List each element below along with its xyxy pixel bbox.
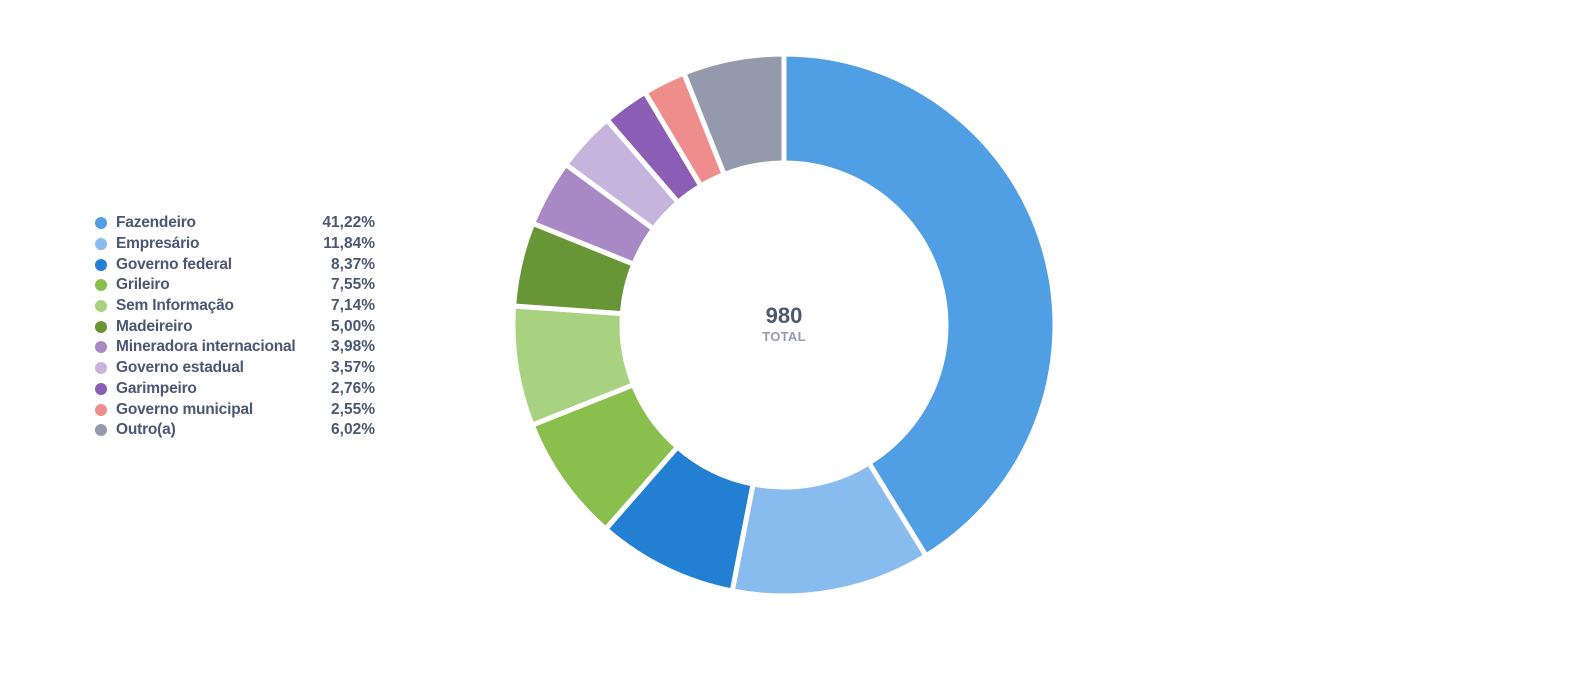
legend-value: 3,57% — [331, 359, 375, 377]
legend-item[interactable]: Garimpeiro 2,76% — [95, 379, 375, 400]
legend-value: 7,14% — [331, 297, 375, 315]
legend-label: Governo federal — [116, 255, 232, 273]
donut-slice-outro-a[interactable] — [680, 51, 787, 178]
legend-item[interactable]: Governo federal 8,37% — [95, 254, 375, 275]
legend-item[interactable]: Empresário 11,84% — [95, 234, 375, 255]
legend-label: Fazendeiro — [116, 214, 196, 232]
total-label: TOTAL — [762, 329, 806, 344]
legend-value: 11,84% — [323, 235, 375, 253]
legend-swatch — [95, 382, 107, 395]
legend-label: Garimpeiro — [116, 379, 197, 397]
legend-swatch — [95, 300, 107, 313]
legend-value: 41,22% — [322, 214, 375, 232]
legend-value: 7,55% — [331, 276, 375, 294]
legend-item[interactable]: Governo municipal 2,55% — [95, 399, 375, 420]
total-value: 980 — [765, 303, 803, 328]
chart-legend: Fazendeiro 41,22% Empresário 11,84% Governo … — [95, 213, 375, 441]
legend-item[interactable]: Madeireiro 5,00% — [95, 316, 375, 337]
legend-label: Madeireiro — [116, 317, 193, 335]
legend-value: 5,00% — [331, 317, 375, 335]
legend-value: 2,55% — [331, 400, 375, 418]
legend-swatch — [95, 320, 107, 333]
legend-swatch — [95, 258, 107, 271]
legend-swatch — [95, 424, 107, 437]
legend-item[interactable]: Outro(a) 6,02% — [95, 420, 375, 441]
legend-value: 3,98% — [331, 338, 375, 356]
legend-value: 6,02% — [331, 421, 375, 439]
legend-label: Governo estadual — [116, 359, 244, 377]
legend-label: Empresário — [116, 235, 200, 253]
legend-item[interactable]: Fazendeiro 41,22% — [95, 213, 375, 234]
legend-swatch — [95, 403, 107, 416]
legend-swatch — [95, 362, 107, 375]
legend-value: 8,37% — [331, 255, 375, 273]
legend-label: Governo municipal — [116, 400, 253, 418]
chart-center-total: 980 TOTAL — [704, 303, 864, 345]
legend-label: Mineradora internacional — [116, 338, 296, 356]
donut-slice-fazendeiro[interactable] — [781, 51, 1058, 560]
legend-item[interactable]: Sem Informação 7,14% — [95, 296, 375, 317]
legend-item[interactable]: Governo estadual 3,57% — [95, 358, 375, 379]
legend-value: 2,76% — [331, 379, 375, 397]
legend-swatch — [95, 341, 107, 354]
legend-swatch — [95, 217, 107, 230]
legend-label: Outro(a) — [116, 421, 176, 439]
legend-label: Grileiro — [116, 276, 170, 294]
legend-label: Sem Informação — [116, 297, 234, 315]
legend-swatch — [95, 279, 107, 292]
legend-swatch — [95, 238, 107, 251]
legend-item[interactable]: Mineradora internacional 3,98% — [95, 337, 375, 358]
legend-item[interactable]: Grileiro 7,55% — [95, 275, 375, 296]
